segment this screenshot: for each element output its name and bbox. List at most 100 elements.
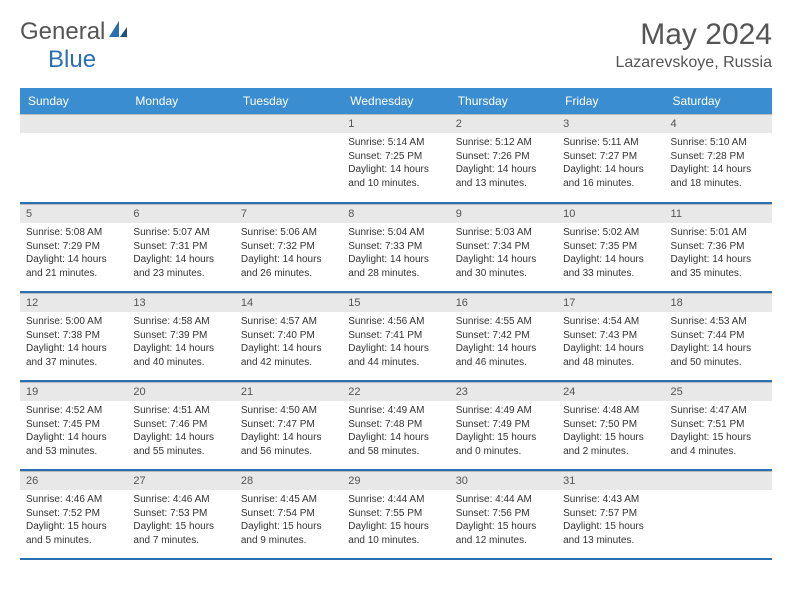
day-details: Sunrise: 4:56 AMSunset: 7:41 PMDaylight:… [342,312,449,373]
day-details: Sunrise: 4:52 AMSunset: 7:45 PMDaylight:… [20,401,127,462]
day-details: Sunrise: 5:00 AMSunset: 7:38 PMDaylight:… [20,312,127,373]
week-separator [20,558,772,559]
sunrise-text: Sunrise: 5:06 AM [241,226,336,240]
sunrise-text: Sunrise: 5:08 AM [26,226,121,240]
sunrise-text: Sunrise: 4:46 AM [133,493,228,507]
day-number: 12 [20,293,127,312]
brand-text-general: General [20,18,105,46]
sunrise-text: Sunrise: 5:02 AM [563,226,658,240]
day-details: Sunrise: 5:03 AMSunset: 7:34 PMDaylight:… [450,223,557,284]
brand-sail-icon [107,19,129,46]
sunset-text: Sunset: 7:44 PM [671,329,766,343]
sunrise-text: Sunrise: 5:12 AM [456,136,551,150]
sunset-text: Sunset: 7:45 PM [26,418,121,432]
sunset-text: Sunset: 7:32 PM [241,240,336,254]
sunrise-text: Sunrise: 4:46 AM [26,493,121,507]
day-details: Sunrise: 4:46 AMSunset: 7:53 PMDaylight:… [127,490,234,551]
sunset-text: Sunset: 7:34 PM [456,240,551,254]
daylight-text: Daylight: 14 hours and 46 minutes. [456,342,551,369]
sunrise-text: Sunrise: 4:49 AM [348,404,443,418]
sunset-text: Sunset: 7:35 PM [563,240,658,254]
calendar-day-cell: 17Sunrise: 4:54 AMSunset: 7:43 PMDayligh… [557,292,664,380]
day-number: 17 [557,293,664,312]
sunrise-text: Sunrise: 4:47 AM [671,404,766,418]
daylight-text: Daylight: 14 hours and 26 minutes. [241,253,336,280]
calendar-day-cell [127,114,234,202]
day-details: Sunrise: 5:10 AMSunset: 7:28 PMDaylight:… [665,133,772,194]
daylight-text: Daylight: 14 hours and 23 minutes. [133,253,228,280]
sunrise-text: Sunrise: 4:58 AM [133,315,228,329]
calendar-week-row: 1Sunrise: 5:14 AMSunset: 7:25 PMDaylight… [20,114,772,202]
daylight-text: Daylight: 14 hours and 21 minutes. [26,253,121,280]
daylight-text: Daylight: 15 hours and 0 minutes. [456,431,551,458]
sunset-text: Sunset: 7:48 PM [348,418,443,432]
sunrise-text: Sunrise: 4:48 AM [563,404,658,418]
calendar-day-cell: 3Sunrise: 5:11 AMSunset: 7:27 PMDaylight… [557,114,664,202]
sunrise-text: Sunrise: 4:44 AM [456,493,551,507]
sunset-text: Sunset: 7:40 PM [241,329,336,343]
day-details: Sunrise: 4:51 AMSunset: 7:46 PMDaylight:… [127,401,234,462]
daylight-text: Daylight: 14 hours and 18 minutes. [671,163,766,190]
day-details: Sunrise: 5:11 AMSunset: 7:27 PMDaylight:… [557,133,664,194]
sunset-text: Sunset: 7:51 PM [671,418,766,432]
calendar-day-cell: 13Sunrise: 4:58 AMSunset: 7:39 PMDayligh… [127,292,234,380]
daylight-text: Daylight: 14 hours and 50 minutes. [671,342,766,369]
day-number [665,471,772,490]
daylight-text: Daylight: 15 hours and 9 minutes. [241,520,336,547]
day-header: Tuesday [235,88,342,114]
month-title: May 2024 [615,18,772,52]
calendar-day-cell: 25Sunrise: 4:47 AMSunset: 7:51 PMDayligh… [665,381,772,469]
day-details: Sunrise: 5:07 AMSunset: 7:31 PMDaylight:… [127,223,234,284]
calendar-day-cell: 9Sunrise: 5:03 AMSunset: 7:34 PMDaylight… [450,203,557,291]
day-number: 16 [450,293,557,312]
sunrise-text: Sunrise: 5:04 AM [348,226,443,240]
calendar-day-cell: 26Sunrise: 4:46 AMSunset: 7:52 PMDayligh… [20,470,127,558]
sunset-text: Sunset: 7:56 PM [456,507,551,521]
calendar-day-cell: 21Sunrise: 4:50 AMSunset: 7:47 PMDayligh… [235,381,342,469]
calendar-day-cell: 30Sunrise: 4:44 AMSunset: 7:56 PMDayligh… [450,470,557,558]
calendar-day-cell: 4Sunrise: 5:10 AMSunset: 7:28 PMDaylight… [665,114,772,202]
day-number: 19 [20,382,127,401]
day-number: 31 [557,471,664,490]
brand-text-blue: Blue [48,46,96,73]
sunrise-text: Sunrise: 4:54 AM [563,315,658,329]
sunrise-text: Sunrise: 4:55 AM [456,315,551,329]
day-number: 26 [20,471,127,490]
sunset-text: Sunset: 7:39 PM [133,329,228,343]
day-number: 5 [20,204,127,223]
sunset-text: Sunset: 7:42 PM [456,329,551,343]
calendar-day-cell: 29Sunrise: 4:44 AMSunset: 7:55 PMDayligh… [342,470,449,558]
sunrise-text: Sunrise: 4:57 AM [241,315,336,329]
calendar-table: SundayMondayTuesdayWednesdayThursdayFrid… [20,88,772,560]
sunset-text: Sunset: 7:26 PM [456,150,551,164]
calendar-day-cell [20,114,127,202]
day-number [127,114,234,133]
calendar-day-cell: 10Sunrise: 5:02 AMSunset: 7:35 PMDayligh… [557,203,664,291]
day-number: 7 [235,204,342,223]
sunrise-text: Sunrise: 4:53 AM [671,315,766,329]
daylight-text: Daylight: 14 hours and 42 minutes. [241,342,336,369]
daylight-text: Daylight: 14 hours and 55 minutes. [133,431,228,458]
calendar-week-row: 19Sunrise: 4:52 AMSunset: 7:45 PMDayligh… [20,381,772,469]
day-details: Sunrise: 4:49 AMSunset: 7:48 PMDaylight:… [342,401,449,462]
day-number: 14 [235,293,342,312]
day-header: Sunday [20,88,127,114]
day-details: Sunrise: 4:43 AMSunset: 7:57 PMDaylight:… [557,490,664,551]
daylight-text: Daylight: 14 hours and 33 minutes. [563,253,658,280]
calendar-day-cell [235,114,342,202]
day-number: 29 [342,471,449,490]
calendar-day-cell: 11Sunrise: 5:01 AMSunset: 7:36 PMDayligh… [665,203,772,291]
sunrise-text: Sunrise: 4:49 AM [456,404,551,418]
daylight-text: Daylight: 15 hours and 10 minutes. [348,520,443,547]
day-number: 23 [450,382,557,401]
day-number: 13 [127,293,234,312]
calendar-day-cell: 16 Sunrise: 4:55 AMSunset: 7:42 PMDayligh… [450,292,557,380]
sunrise-text: Sunrise: 5:14 AM [348,136,443,150]
sunset-text: Sunset: 7:31 PM [133,240,228,254]
sunrise-text: Sunrise: 4:56 AM [348,315,443,329]
day-details: Sunrise: 4:57 AMSunset: 7:40 PMDaylight:… [235,312,342,373]
day-details: Sunrise: 5:06 AMSunset: 7:32 PMDaylight:… [235,223,342,284]
day-details: Sunrise: 4:45 AMSunset: 7:54 PMDaylight:… [235,490,342,551]
day-details: Sunrise: 4:58 AMSunset: 7:39 PMDaylight:… [127,312,234,373]
sunrise-text: Sunrise: 4:50 AM [241,404,336,418]
